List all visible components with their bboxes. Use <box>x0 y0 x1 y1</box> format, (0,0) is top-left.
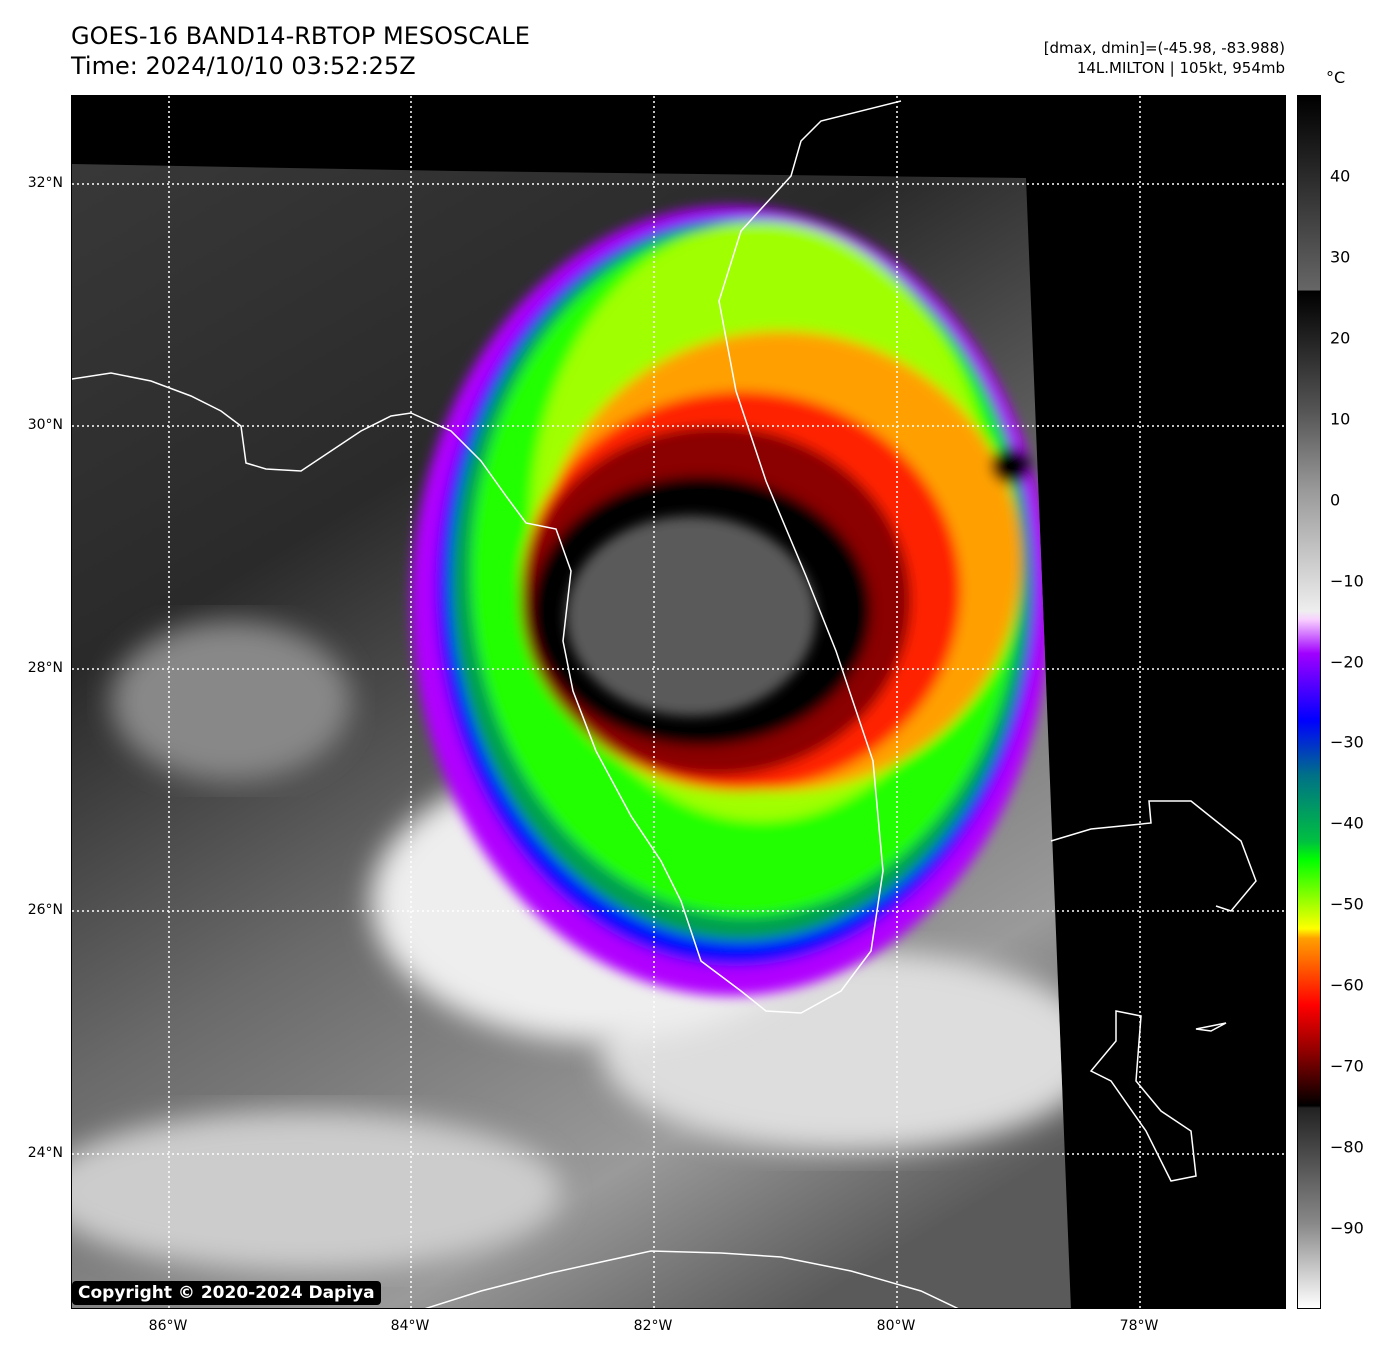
colorbar-tick-label: 30 <box>1330 247 1351 267</box>
colorbar-tick-label: −60 <box>1330 975 1364 995</box>
copyright-label: Copyright © 2020-2024 Dapiya <box>72 1281 381 1305</box>
colorbar-tick-label: 40 <box>1330 166 1351 186</box>
coastlines <box>72 100 1257 1308</box>
lat-label-32n: 32°N <box>27 175 63 191</box>
cuba-coastline <box>424 1250 959 1308</box>
colorbar <box>1297 95 1321 1309</box>
colorbar-tick-label: 20 <box>1330 328 1351 348</box>
bahamas-coastline <box>1050 800 1257 912</box>
product-title: GOES-16 BAND14-RBTOP MESOSCALE <box>71 22 530 50</box>
lon-label-78w: 78°W <box>1119 1318 1159 1334</box>
colorbar-unit: °C <box>1326 68 1346 87</box>
colorbar-tick-label: −50 <box>1330 894 1364 914</box>
lon-label-86w: 86°W <box>148 1318 188 1334</box>
graticule <box>72 96 1285 1308</box>
lat-label-28n: 28°N <box>27 660 63 676</box>
lon-label-82w: 82°W <box>633 1318 673 1334</box>
colorbar-tick-label: 10 <box>1330 409 1351 429</box>
colorbar-tick-label: 0 <box>1330 490 1341 510</box>
lat-label-30n: 30°N <box>27 417 63 433</box>
colorbar-tick-label: −20 <box>1330 652 1364 672</box>
colorbar-tick-label: −80 <box>1330 1137 1364 1157</box>
satellite-map <box>71 95 1286 1309</box>
storm-info: 14L.MILTON | 105kt, 954mb <box>1076 59 1285 77</box>
andros-coastline <box>1089 1010 1197 1182</box>
lat-label-26n: 26°N <box>27 902 63 918</box>
lat-label-24n: 24°N <box>27 1145 63 1161</box>
colorbar-tick-label: −90 <box>1330 1218 1364 1238</box>
lon-label-80w: 80°W <box>876 1318 916 1334</box>
data-swath <box>72 164 1071 1308</box>
colorbar-tick-label: −10 <box>1330 571 1364 591</box>
florida-coastline <box>72 100 902 1014</box>
satellite-imagery <box>72 96 1285 1308</box>
eye-region <box>566 516 816 716</box>
colorbar-tick-label: −70 <box>1330 1056 1364 1076</box>
colorbar-tick-label: −30 <box>1330 732 1364 752</box>
temperature-range: [dmax, dmin]=(-45.98, -83.988) <box>1043 39 1285 57</box>
observation-time: Time: 2024/10/10 03:52:25Z <box>71 52 416 80</box>
colorbar-tick-label: −40 <box>1330 813 1364 833</box>
lon-label-84w: 84°W <box>390 1318 430 1334</box>
